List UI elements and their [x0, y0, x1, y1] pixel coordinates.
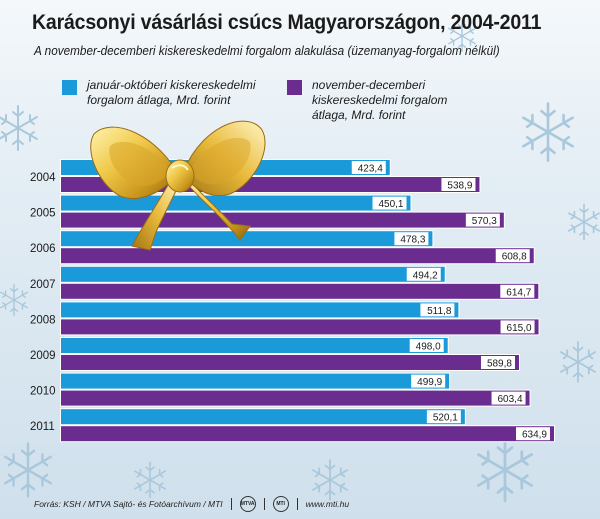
- year-label: 2009: [30, 350, 56, 362]
- legend-item-nov-dec: november-decemberi kiskereskedelmi forga…: [287, 78, 482, 123]
- value-label: 498,0: [416, 342, 441, 353]
- bow-decoration: [90, 120, 266, 251]
- bar-jan-oct: [61, 373, 450, 389]
- value-label: 570,3: [472, 216, 497, 227]
- value-label-box: [495, 249, 530, 263]
- value-label-box: [394, 232, 429, 246]
- year-label: 2004: [30, 172, 56, 184]
- bar-jan-oct: [61, 266, 445, 282]
- year-label: 2010: [30, 386, 56, 398]
- bar-jan-oct: [61, 302, 459, 318]
- value-label-box: [420, 303, 455, 317]
- year-label: 2006: [30, 243, 56, 255]
- year-label: 2005: [30, 208, 56, 220]
- value-label: 520,1: [433, 413, 458, 424]
- value-label: 615,0: [507, 323, 532, 334]
- value-label: 450,1: [378, 199, 403, 210]
- value-label: 603,4: [498, 394, 523, 405]
- bar-jan-oct: [61, 409, 465, 425]
- value-label-box: [411, 374, 446, 388]
- bar-nov-dec: [61, 355, 519, 370]
- value-label: 494,2: [413, 270, 438, 281]
- year-label: 2011: [30, 421, 55, 433]
- bar-jan-oct: [61, 338, 448, 353]
- chart-subtitle: A november-decemberi kiskereskedelmi for…: [34, 44, 500, 58]
- value-label: 538,9: [447, 181, 472, 192]
- value-label-box: [351, 161, 386, 174]
- bar-nov-dec: [61, 319, 539, 335]
- value-label: 608,8: [502, 252, 527, 263]
- value-label: 511,8: [427, 306, 452, 317]
- bar-jan-oct: [61, 195, 411, 211]
- legend-label-jan-oct: január-októberi kiskereskedelmi forgalom…: [87, 78, 256, 107]
- bar-nov-dec: [61, 390, 530, 406]
- mti-logo: MTI: [272, 496, 289, 512]
- value-label-box: [500, 284, 535, 298]
- value-label-box: [491, 391, 526, 405]
- value-label-box: [480, 356, 515, 369]
- bar-nov-dec: [61, 212, 504, 228]
- value-label-box: [516, 427, 550, 441]
- bar-nov-dec: [61, 248, 534, 264]
- year-label: 2008: [30, 314, 56, 326]
- footer: Forrás: KSH / MTVA Sajtó- és Fotóarchívu…: [34, 496, 349, 512]
- legend-swatch-jan-oct: [62, 80, 77, 95]
- value-label-box: [441, 178, 476, 191]
- bar-nov-dec: [61, 283, 539, 299]
- value-label-box: [372, 196, 407, 210]
- value-label: 634,9: [522, 430, 547, 441]
- value-label-box: [500, 320, 535, 334]
- footer-divider: [230, 498, 232, 510]
- value-label-box: [406, 267, 441, 281]
- bar-nov-dec: [61, 426, 554, 442]
- footer-url: www.mti.hu: [305, 499, 350, 509]
- value-label: 614,7: [506, 287, 531, 298]
- mtva-logo: MTVA: [239, 496, 256, 512]
- legend-label-nov-dec: november-decemberi kiskereskedelmi forga…: [312, 78, 448, 122]
- value-label-box: [409, 339, 444, 352]
- value-label-box: [465, 213, 500, 227]
- chart-title: Karácsonyi vásárlási csúcs Magyarországo…: [32, 11, 542, 34]
- value-label-box: [426, 410, 461, 424]
- value-label: 478,3: [400, 235, 425, 246]
- value-label: 423,4: [358, 164, 383, 175]
- footer-divider: [296, 498, 298, 510]
- legend-swatch-nov-dec: [287, 80, 302, 95]
- value-label: 499,9: [417, 377, 442, 388]
- year-label: 2007: [30, 279, 56, 291]
- value-label: 589,8: [487, 359, 512, 370]
- legend-item-jan-oct: január-októberi kiskereskedelmi forgalom…: [62, 78, 257, 108]
- footer-divider: [263, 498, 265, 510]
- source-text: Forrás: KSH / MTVA Sajtó- és Fotóarchívu…: [34, 499, 223, 509]
